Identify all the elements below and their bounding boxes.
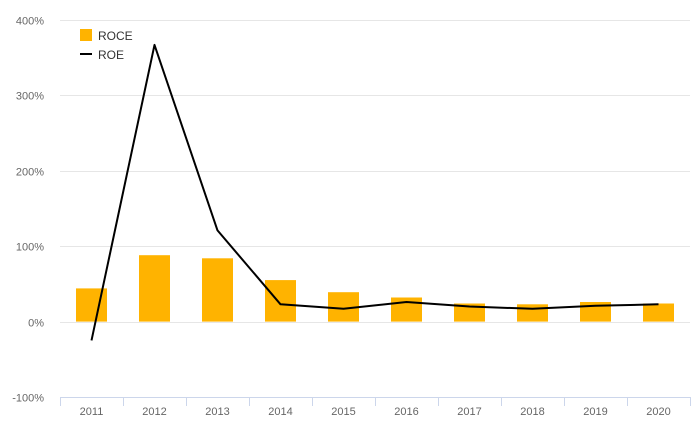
- x-tick-label: 2016: [394, 406, 418, 418]
- x-tick-label: 2020: [646, 406, 670, 418]
- y-tick-label: 100%: [16, 242, 44, 254]
- y-tick-label: 400%: [16, 16, 44, 28]
- legend[interactable]: ROCE ROE: [80, 29, 133, 62]
- x-tick-label: 2011: [80, 406, 104, 418]
- y-axis-labels: -100% 0% 100% 200% 300% 400%: [12, 16, 44, 405]
- roce-bar[interactable]: [643, 303, 674, 322]
- roce-bar[interactable]: [517, 304, 548, 322]
- roce-bar[interactable]: [454, 303, 485, 322]
- roce-bars: [76, 255, 674, 322]
- gridlines: [60, 20, 690, 323]
- legend-roce-label[interactable]: ROCE: [98, 29, 133, 43]
- roce-bar[interactable]: [265, 280, 296, 322]
- roe-line[interactable]: [90, 43, 659, 341]
- x-tick-label: 2012: [142, 406, 166, 418]
- x-tick-label: 2013: [205, 406, 229, 418]
- y-tick-label: -100%: [12, 393, 44, 405]
- roce-bar[interactable]: [202, 258, 233, 322]
- x-tick-label: 2014: [268, 406, 292, 418]
- roce-bar[interactable]: [139, 255, 170, 322]
- x-axis: 2011 2012 2013 2014 2015 2016 2017 2018 2019 2020: [60, 397, 691, 418]
- y-tick-label: 0%: [28, 318, 44, 330]
- x-tick-label: 2018: [520, 406, 544, 418]
- x-tick-label: 2017: [457, 406, 481, 418]
- y-tick-label: 200%: [16, 167, 44, 179]
- legend-roce-swatch: [80, 29, 92, 41]
- x-tick-label: 2015: [331, 406, 355, 418]
- roe-line-series: [90, 43, 659, 341]
- y-tick-label: 300%: [16, 91, 44, 103]
- legend-roe-label[interactable]: ROE: [98, 48, 124, 62]
- x-tick-label: 2019: [583, 406, 607, 418]
